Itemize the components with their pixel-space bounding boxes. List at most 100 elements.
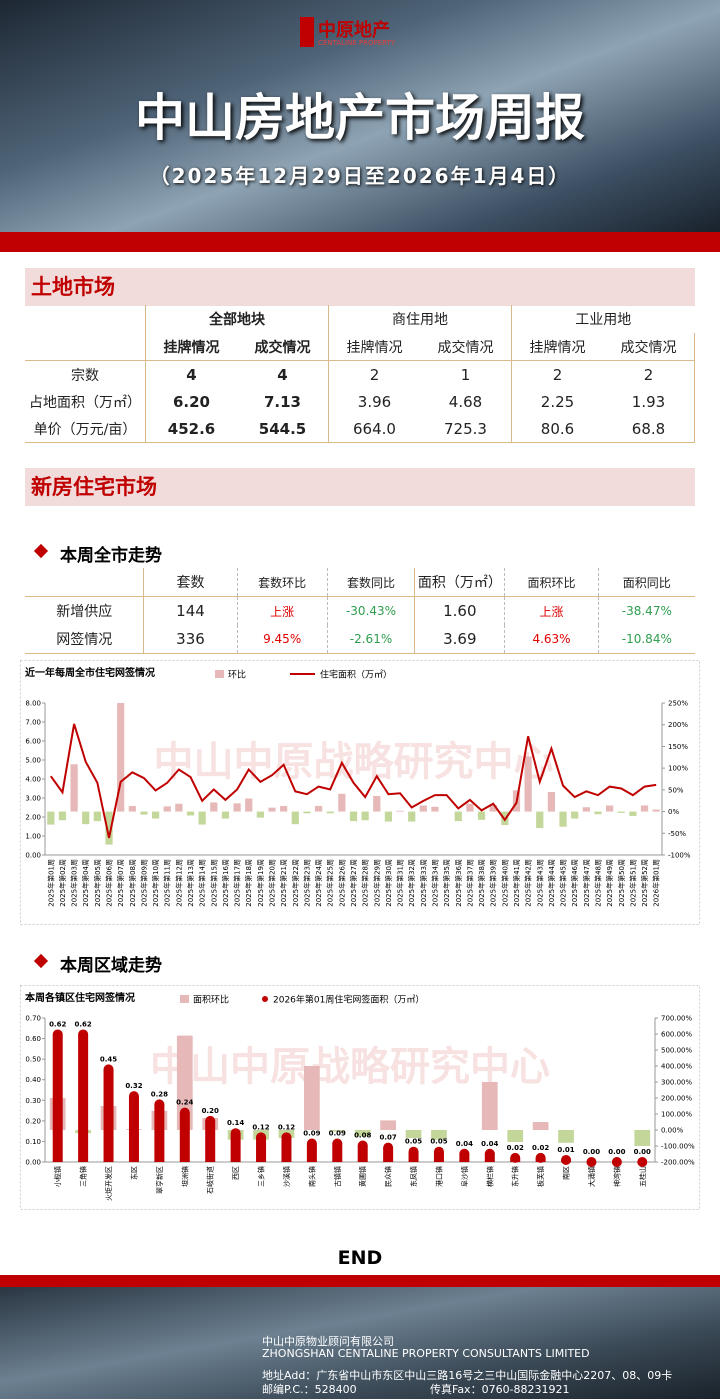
- data-label: 0.12: [252, 1123, 269, 1131]
- dot: [484, 1148, 495, 1159]
- x-tick-label: 东凤镇: [409, 1166, 418, 1187]
- y-tick-label: 0.40: [25, 1076, 41, 1084]
- x-tick-label: 民众镇: [384, 1166, 393, 1187]
- column: [408, 1151, 419, 1162]
- x-tick-label: 2025年第11周: [163, 859, 172, 907]
- row: 宗数 4 4 2 1 2 2: [25, 360, 695, 388]
- dot: [306, 1138, 317, 1149]
- column-dot: [510, 1152, 521, 1163]
- x-tick-label: 古镇镇: [333, 1166, 342, 1187]
- bar: [532, 1122, 549, 1130]
- y-tick-label: 0.10: [25, 1138, 41, 1146]
- x-tick-label: 2025年第50周: [617, 859, 626, 907]
- data-label: 0.62: [74, 1020, 91, 1028]
- cell: 725.3: [420, 415, 512, 443]
- bar: [58, 811, 67, 821]
- cell: 4.68: [420, 388, 512, 415]
- bar: [652, 809, 660, 812]
- cell: 2.25: [540, 392, 575, 411]
- x-tick-label: 石岐街道: [206, 1166, 215, 1194]
- x-tick-label: 2025年第05周: [93, 859, 102, 907]
- cell: 68.8: [603, 415, 695, 443]
- y-tick-label: 5.00: [25, 757, 41, 765]
- column: [128, 1096, 139, 1162]
- y-tick-label: 3.00: [25, 795, 41, 803]
- bar: [629, 811, 637, 816]
- x-tick-label: 黄圃镇: [358, 1166, 367, 1187]
- legend-label: 环比: [228, 669, 246, 681]
- dot: [433, 1146, 444, 1157]
- data-label: 0.62: [49, 1020, 66, 1028]
- x-tick-label: 2025年第24周: [314, 859, 323, 907]
- title: 中山房地产市场周报: [135, 88, 585, 147]
- column-dot: [332, 1138, 343, 1162]
- x-tick-label: 2025年第20周: [268, 859, 277, 907]
- column: [281, 1137, 292, 1162]
- bar: [338, 793, 346, 812]
- x-tick-label: 东升镇: [511, 1166, 520, 1187]
- x-tick-label: 阜沙镇: [460, 1166, 469, 1187]
- bar: [582, 807, 590, 812]
- column-dot: [205, 1115, 216, 1162]
- column-dot: [535, 1152, 546, 1163]
- bar: [617, 811, 625, 813]
- cell: 3.96: [357, 392, 392, 411]
- y2-tick-label: 50%: [668, 786, 684, 794]
- bar: [176, 1035, 193, 1130]
- x-tick-label: 2025年第41周: [512, 859, 521, 907]
- y2-tick-label: -100.00%: [661, 1143, 695, 1151]
- cell: 144: [143, 596, 238, 625]
- row-label: 新增供应: [25, 596, 145, 625]
- column: [205, 1120, 216, 1162]
- x-tick-label: 2025年第42周: [524, 859, 533, 907]
- data-label: 0.02: [507, 1144, 524, 1152]
- subheader: 成交情况: [237, 333, 329, 361]
- y-tick-label: 0.50: [25, 1056, 41, 1064]
- bar: [477, 811, 486, 820]
- column-dot: [484, 1148, 495, 1162]
- header-banner: 中原地产 CENTALINE PROPERTY 中山房地产市场周报 （2025年…: [0, 0, 720, 232]
- subheader: 成交情况: [420, 333, 512, 361]
- cell: 336: [143, 625, 238, 654]
- bar: [47, 811, 55, 825]
- x-tick-label: 五桂山: [638, 1166, 647, 1187]
- column: [256, 1137, 267, 1162]
- y-tick-label: 7.00: [25, 719, 41, 727]
- column-dot: [52, 1029, 63, 1162]
- row: 网签情况 336 9.45% -2.61% 3.69 4.63% -10.84%: [25, 625, 695, 654]
- cell: 2: [552, 365, 563, 384]
- data-label: 0.02: [532, 1144, 549, 1152]
- land-table: 全部地块 商住用地 工业用地 挂牌情况 成交情况 挂牌情况 成交情况 挂牌情况 成交情况 宗数 4 4…: [25, 305, 695, 443]
- red-bar: [0, 1275, 720, 1287]
- cell: 9.45%: [237, 625, 328, 654]
- x-tick-label: 2025年第48周: [593, 859, 602, 907]
- x-tick-label: 板芙镇: [536, 1166, 545, 1187]
- dot: [205, 1115, 216, 1126]
- cell: 1.93: [603, 388, 695, 415]
- bar: [349, 811, 358, 822]
- x-tick-label: 2026年第01周: [652, 859, 661, 907]
- y-tick-label: 8.00: [25, 700, 41, 708]
- x-tick-label: 2025年第28周: [361, 859, 370, 907]
- y-tick-label: 6.00: [25, 738, 41, 746]
- data-label: 0.14: [227, 1119, 244, 1127]
- bar: [186, 811, 195, 816]
- bar: [594, 811, 602, 815]
- fax: 传真Fax：0760-88231921: [430, 1383, 570, 1396]
- cell: -38.47%: [621, 604, 672, 618]
- x-tick-label: 沙溪镇: [282, 1166, 291, 1187]
- x-tick-label: 2025年第40周: [500, 859, 509, 907]
- cell: 上涨: [237, 596, 328, 625]
- chart-frame: [20, 660, 700, 925]
- x-tick-label: 2025年第15周: [209, 859, 218, 907]
- subheader: 挂牌情况: [163, 339, 220, 356]
- column: [103, 1069, 114, 1162]
- column: [78, 1034, 89, 1162]
- header: 面积（万㎡）: [414, 568, 506, 597]
- cell: 1: [420, 360, 512, 388]
- header: 面积环比: [504, 568, 599, 597]
- bar: [405, 1130, 422, 1138]
- x-tick-label: 2025年第30周: [384, 859, 393, 907]
- x-tick-label: 南头镇: [307, 1166, 316, 1187]
- dot: [637, 1157, 648, 1167]
